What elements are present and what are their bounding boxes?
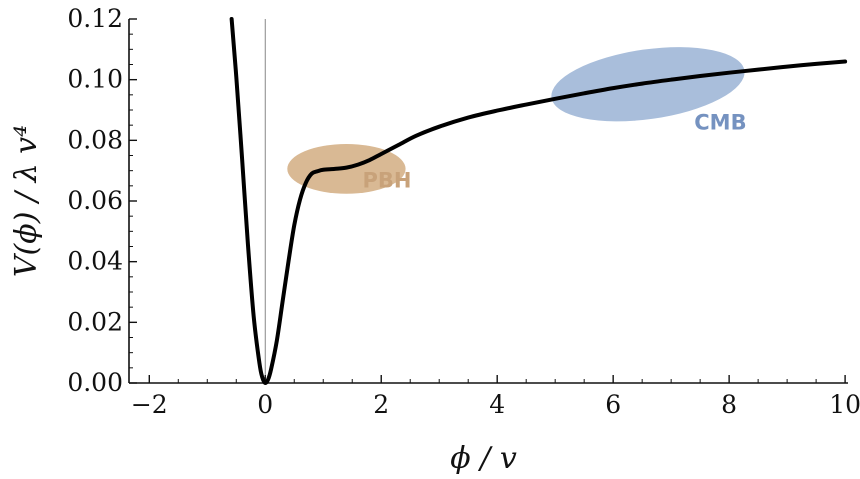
x-tick-label: 0 — [257, 390, 273, 419]
region-label-pbh: PBH — [363, 168, 412, 192]
x-tick-label: 2 — [373, 390, 389, 419]
x-axis-title: ϕ / v — [450, 441, 517, 476]
y-tick-label: 0.10 — [67, 65, 123, 94]
region-labels: PBH CMB — [363, 111, 747, 193]
y-axis-title: V(ϕ) / λ v⁴ — [9, 125, 44, 277]
y-tick-label: 0.06 — [67, 186, 123, 215]
y-tick-label: 0.02 — [67, 307, 123, 336]
x-tick-label: 4 — [489, 390, 505, 419]
y-tick-label: 0.08 — [67, 125, 123, 154]
x-tick-label: 10 — [829, 390, 860, 419]
region-label-cmb: CMB — [694, 111, 746, 135]
y-tick-label: 0.12 — [67, 4, 123, 33]
highlight-regions — [287, 47, 745, 194]
axes: −2 0 2 4 6 8 10 0.00 0.02 0.04 0.06 0.08 0.10 0.12 — [67, 4, 860, 419]
y-tick-label: 0.00 — [67, 368, 123, 397]
potential-curve — [229, 17, 848, 386]
x-tick-label: −2 — [131, 390, 168, 419]
y-tick-label: 0.04 — [67, 247, 123, 276]
x-tick-label: 8 — [721, 390, 737, 419]
x-tick-label: 6 — [605, 390, 621, 419]
